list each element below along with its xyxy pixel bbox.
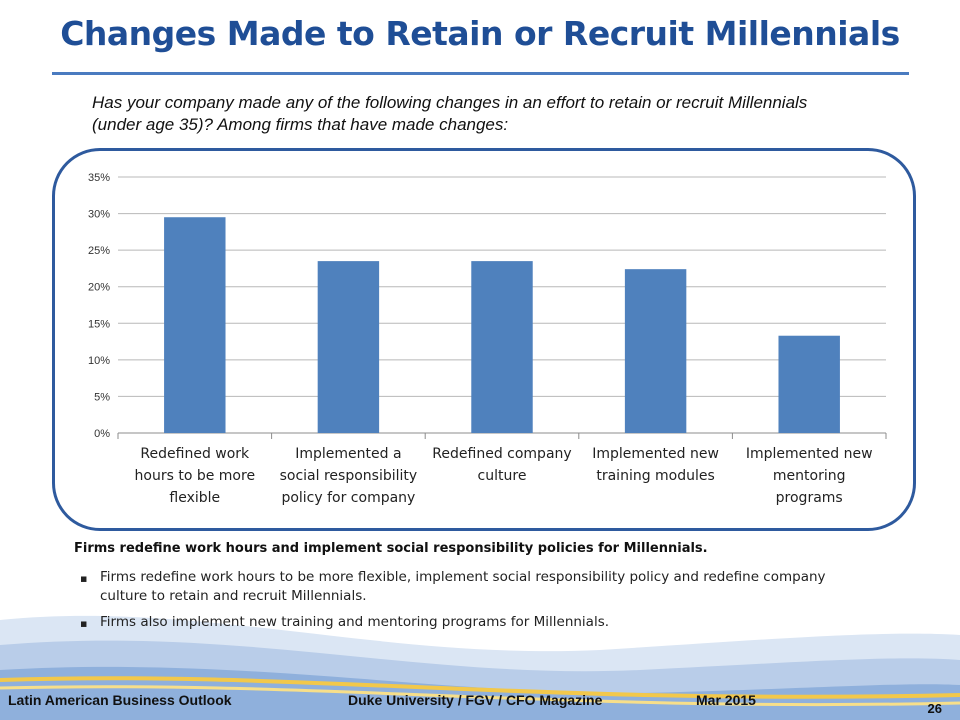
bullet-list: ▪ Firms redefine work hours to be more fl…	[76, 568, 876, 639]
x-category-label: Implemented new mentoring programs	[734, 443, 884, 509]
y-tick-label: 5%	[94, 391, 110, 403]
x-category-label-line: Redefined work	[140, 446, 250, 462]
y-tick-label: 25%	[88, 245, 110, 257]
x-category-label-line: programs	[775, 490, 843, 506]
bar	[317, 261, 380, 433]
y-tick-label: 10%	[88, 355, 110, 367]
x-category-label-line: Implemented a	[295, 446, 402, 462]
x-category-label-line: policy for company	[281, 490, 416, 506]
bullet-item: ▪ Firms also implement new training and m…	[76, 613, 876, 632]
bullet-text: Firms redefine work hours to be more fle…	[100, 569, 826, 604]
key-insight: Firms redefine work hours and implement …	[74, 541, 708, 556]
footer-partners: Duke University / FGV / CFO Magazine	[348, 692, 603, 708]
x-category-label-line: Implemented new	[745, 446, 873, 462]
y-tick-label: 35%	[88, 172, 110, 184]
bullet-item: ▪ Firms redefine work hours to be more fl…	[76, 568, 876, 606]
x-category-label: Implemented new training modules	[581, 443, 731, 487]
footer-report-name: Latin American Business Outlook	[8, 692, 232, 708]
survey-question: Has your company made any of the followi…	[92, 93, 808, 134]
footer: Latin American Business Outlook Duke Uni…	[0, 690, 960, 714]
bullet-square-icon: ▪	[80, 572, 88, 585]
x-category-label: Redefined company culture	[427, 443, 577, 487]
x-category-label-line: Redefined company	[432, 446, 572, 462]
bar-chart: 0% 5% 10% 15% 20% 25% 30% 35%	[88, 172, 887, 440]
x-category-label-line: Implemented new	[592, 446, 719, 462]
bullet-square-icon: ▪	[80, 617, 88, 630]
bullet-text: Firms also implement new training and me…	[100, 614, 610, 630]
x-category-label-line: social responsibility	[279, 468, 418, 484]
x-category-label: Implemented a social responsibility policy…	[273, 443, 423, 509]
footer-date: Mar 2015	[696, 692, 756, 708]
bar	[778, 335, 840, 433]
page-title: Changes Made to Retain or Recruit Millen…	[60, 14, 900, 53]
bar	[624, 269, 687, 433]
bar	[164, 217, 226, 433]
x-category-label-line: culture	[477, 468, 527, 484]
bar	[471, 261, 533, 433]
y-tick-label: 0%	[94, 428, 110, 440]
y-tick-label: 15%	[88, 318, 110, 330]
x-category-label-line: training modules	[596, 468, 715, 484]
x-category-label-line: flexible	[169, 490, 221, 506]
y-tick-label: 30%	[88, 209, 110, 221]
title-underline	[52, 72, 909, 75]
x-category-label-line: hours to be more	[134, 468, 256, 484]
page-number: 26	[927, 701, 942, 716]
footer-wave-decoration	[0, 615, 960, 720]
x-category-label-line: mentoring	[772, 468, 846, 484]
x-category-label: Redefined work hours to be more flexible	[120, 443, 270, 509]
y-tick-label: 20%	[88, 282, 110, 294]
